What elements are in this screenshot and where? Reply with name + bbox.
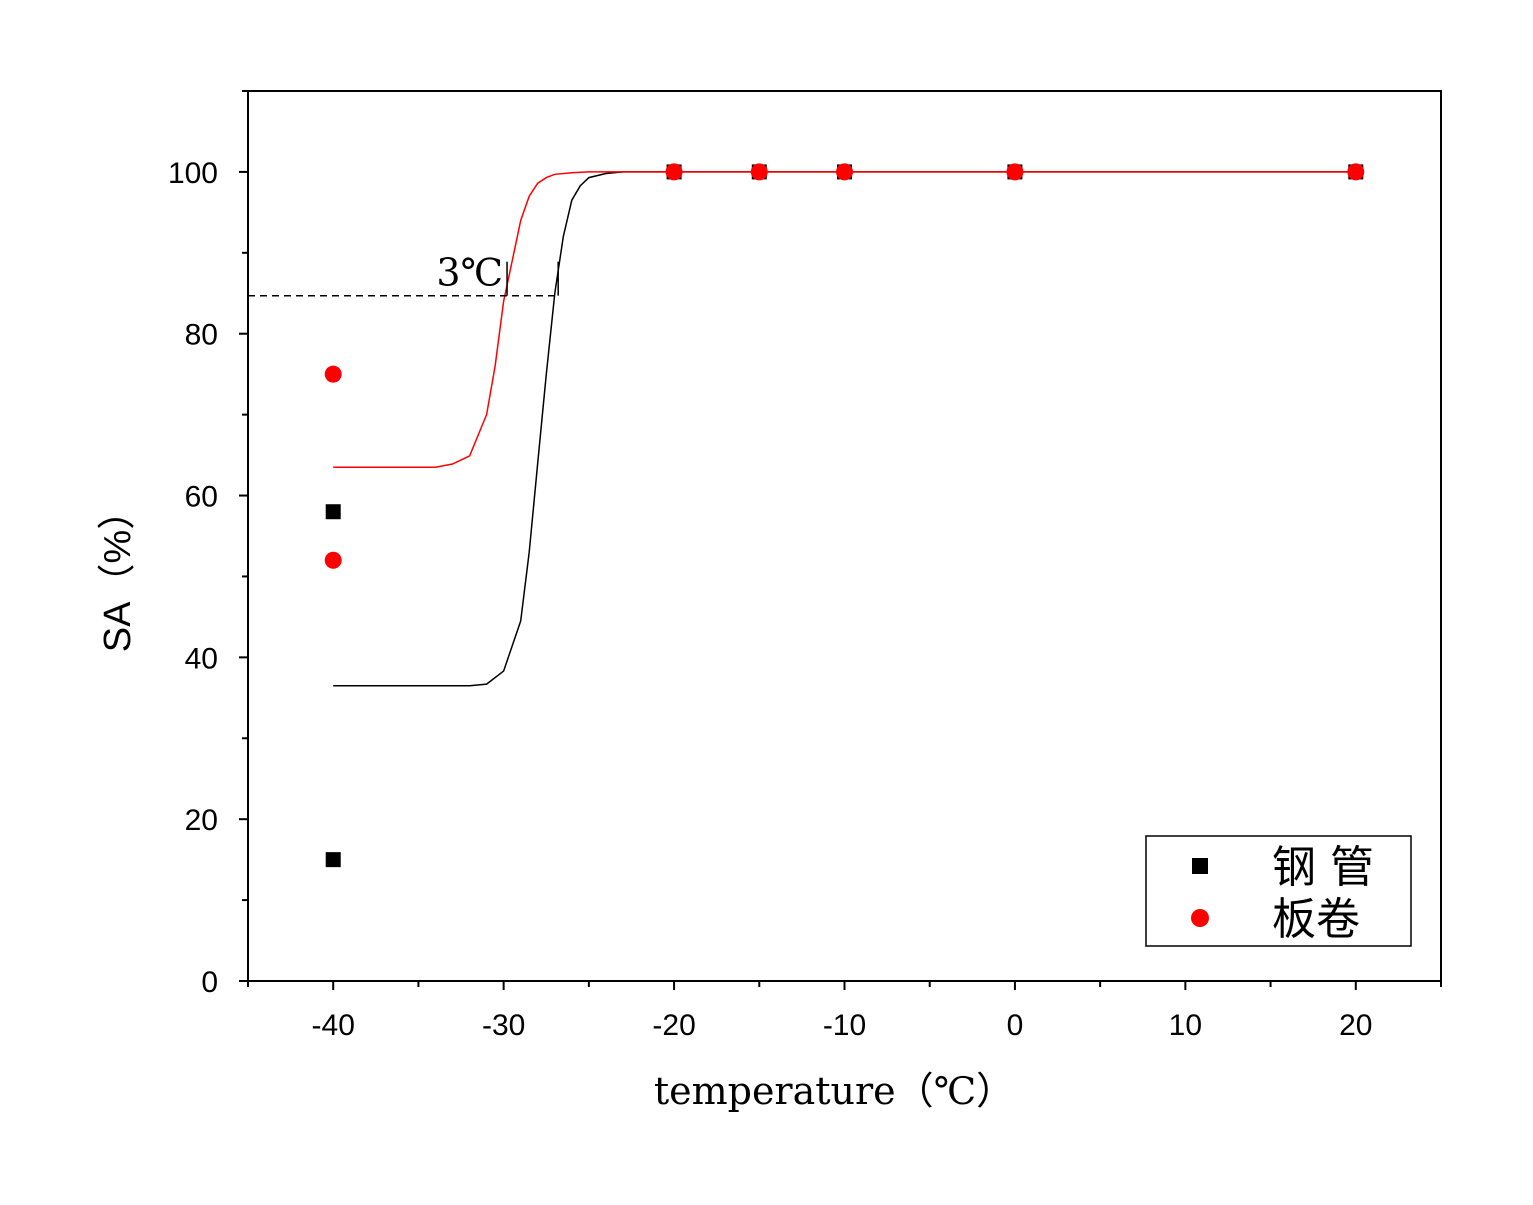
legend-marker-circle bbox=[1191, 909, 1209, 927]
y-tick-label: 20 bbox=[185, 804, 218, 837]
x-tick-label: -10 bbox=[823, 1009, 866, 1042]
y-tick-label: 60 bbox=[185, 481, 218, 514]
y-tick-label: 40 bbox=[185, 642, 218, 675]
legend-label: 钢 管 bbox=[1272, 842, 1374, 893]
data-point-series-2 bbox=[324, 551, 342, 569]
x-tick-label: 0 bbox=[1007, 1009, 1024, 1042]
data-point-series-2 bbox=[750, 163, 768, 181]
legend: 钢 管板卷 bbox=[1145, 835, 1412, 947]
data-point-series-2 bbox=[665, 163, 683, 181]
data-point-series-2 bbox=[324, 365, 342, 383]
y-tick-label: 100 bbox=[168, 157, 218, 190]
x-tick-label: 20 bbox=[1339, 1009, 1372, 1042]
y-tick-label: 80 bbox=[185, 319, 218, 352]
x-tick-label: -30 bbox=[482, 1009, 525, 1042]
annotation-label: 3℃ bbox=[436, 251, 503, 295]
annotation-layer: 3℃ bbox=[248, 251, 559, 297]
y-tick-label: 0 bbox=[201, 966, 218, 999]
y-axis-title: SA（%） bbox=[97, 492, 139, 652]
legend-label: 板卷 bbox=[1272, 894, 1360, 945]
x-tick-label: 10 bbox=[1169, 1009, 1202, 1042]
data-point-series-1 bbox=[325, 852, 341, 868]
x-tick-label: -40 bbox=[312, 1009, 355, 1042]
legend-marker-square bbox=[1192, 858, 1208, 874]
legend-box bbox=[1145, 835, 1412, 947]
fit-curves bbox=[333, 171, 1356, 687]
axes: -40 -30 -20 -10 0 10 20 0 20 40 60 80 100 bbox=[168, 90, 1442, 1042]
data-point-series-1 bbox=[325, 504, 341, 520]
x-tick-label: -20 bbox=[652, 1009, 695, 1042]
data-point-series-2 bbox=[1347, 163, 1365, 181]
x-axis-title: temperature（℃） bbox=[654, 1069, 1014, 1113]
data-point-series-2 bbox=[1006, 163, 1024, 181]
fit-curve-series-2 bbox=[333, 171, 1356, 468]
data-points bbox=[324, 163, 1365, 868]
data-point-series-2 bbox=[836, 163, 853, 181]
fit-curve-series-1 bbox=[333, 171, 1356, 687]
